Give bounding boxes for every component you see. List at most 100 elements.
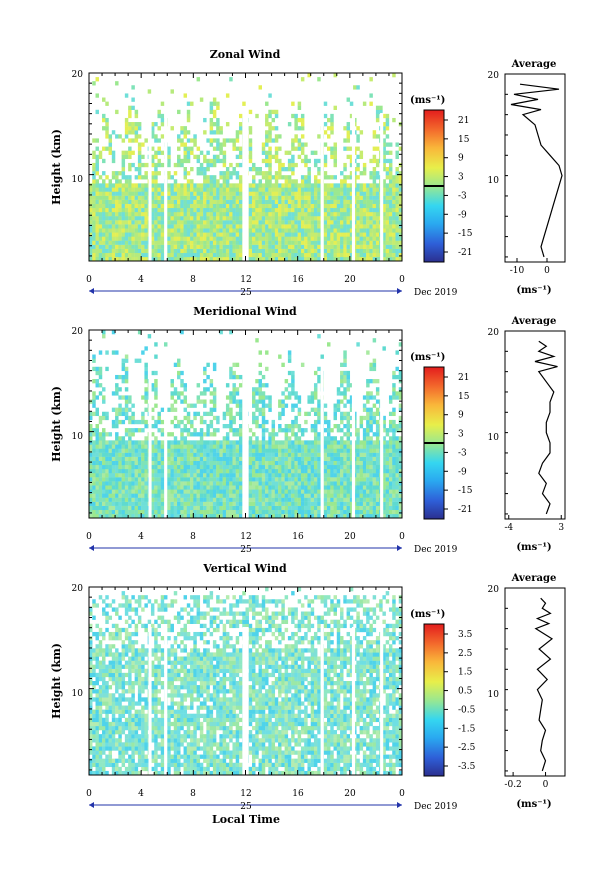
heatmap-cell	[229, 509, 233, 515]
heatmap-cell	[124, 456, 129, 461]
heatmap-cell	[108, 146, 113, 151]
heatmap-cell	[203, 411, 207, 417]
heatmap-cell	[359, 154, 364, 160]
heatmap-cell	[317, 374, 321, 380]
heatmap-cell	[307, 501, 311, 506]
heatmap-cell	[150, 134, 155, 139]
heatmap-cell	[222, 424, 227, 429]
heatmap-cell	[359, 485, 364, 490]
heatmap-cell	[304, 199, 308, 204]
heatmap-cell	[356, 248, 360, 254]
heatmap-cell	[278, 505, 282, 511]
heatmap-cell	[398, 211, 403, 217]
heatmap-cell	[359, 509, 364, 515]
heatmap-cell	[238, 456, 243, 461]
heatmap-cell	[235, 456, 240, 461]
heatmap-cell	[271, 505, 276, 511]
heatmap-cell	[180, 252, 184, 258]
heatmap-cell	[186, 456, 191, 461]
heatmap-cell	[124, 154, 129, 160]
heatmap-cell	[255, 456, 259, 461]
heatmap-cell	[238, 477, 243, 482]
heatmap-cell	[304, 460, 308, 466]
heatmap-cell	[252, 387, 256, 392]
heatmap-cell	[190, 167, 194, 172]
heatmap-cell	[167, 199, 171, 204]
heatmap-cell	[258, 448, 262, 453]
heatmap-cell	[304, 191, 308, 196]
heatmap-cell	[219, 191, 223, 196]
heatmap-cell	[177, 211, 181, 217]
heatmap-cell	[193, 244, 197, 249]
heatmap-cell	[144, 232, 148, 237]
heatmap-cell	[229, 477, 233, 482]
heatmap-cell	[366, 501, 370, 506]
heatmap-cell	[281, 256, 285, 262]
heatmap-cell	[160, 481, 165, 486]
heatmap-cell	[362, 224, 367, 229]
heatmap-cell	[291, 379, 295, 384]
heatmap-cell	[281, 199, 285, 204]
heatmap-cell	[300, 142, 305, 147]
heatmap-cell	[307, 248, 311, 254]
heatmap-cell	[343, 236, 347, 241]
heatmap-cell	[128, 419, 132, 425]
heatmap-cell	[124, 432, 129, 437]
heatmap-cell	[281, 411, 285, 417]
heatmap-cell	[206, 240, 210, 245]
heatmap-cell	[261, 187, 266, 192]
heatmap-cell	[98, 460, 103, 466]
heatmap-cell	[186, 485, 191, 490]
heatmap-cell	[121, 436, 126, 441]
heatmap-cell	[177, 481, 181, 486]
heatmap-cell	[278, 513, 282, 519]
heatmap-cell	[274, 150, 279, 155]
heatmap-cell	[108, 444, 113, 449]
heatmap-cell	[108, 485, 113, 490]
heatmap-cell	[141, 142, 145, 147]
heatmap-cell	[229, 207, 233, 213]
heatmap-cell	[330, 501, 334, 506]
heatmap-cell	[268, 236, 272, 241]
heatmap-cell	[209, 460, 214, 466]
heatmap-cell	[238, 187, 243, 192]
heatmap-cell	[124, 117, 129, 123]
heatmap-cell	[232, 216, 236, 221]
heatmap-cell	[111, 248, 116, 254]
heatmap-cell	[287, 436, 292, 441]
data-gap	[242, 113, 246, 261]
heatmap-cell	[362, 395, 367, 400]
heatmap-cell	[395, 252, 399, 258]
heatmap-cell	[115, 489, 119, 494]
heatmap-cell	[323, 199, 328, 204]
heatmap-cell	[382, 130, 386, 135]
heatmap-cell	[118, 493, 122, 498]
heatmap-cell	[199, 183, 204, 188]
heatmap-cell	[330, 509, 334, 515]
panel-title: Meridional Wind	[193, 305, 297, 318]
heatmap-cell	[330, 211, 334, 217]
heatmap-cell	[111, 489, 116, 494]
heatmap-cell	[157, 460, 161, 466]
heatmap-cell	[265, 509, 269, 515]
heatmap-cell	[95, 138, 99, 143]
heatmap-cell	[284, 432, 289, 437]
heatmap-cell	[232, 191, 236, 196]
heatmap-cell	[268, 126, 272, 131]
heatmap-cell	[190, 403, 194, 408]
heatmap-cell	[102, 468, 106, 474]
heatmap-cell	[300, 228, 305, 233]
heatmap-cell	[134, 207, 139, 213]
heatmap-cell	[102, 171, 106, 176]
heatmap-cell	[366, 211, 370, 217]
heatmap-cell	[219, 330, 223, 335]
heatmap-cell	[274, 505, 279, 511]
heatmap-cell	[193, 224, 197, 229]
heatmap-cell	[177, 240, 181, 245]
heatmap-cell	[186, 146, 191, 151]
heatmap-cell	[349, 407, 354, 412]
heatmap-cell	[98, 370, 103, 376]
heatmap-cell	[238, 481, 243, 486]
heatmap-cell	[336, 407, 341, 412]
heatmap-cell	[105, 130, 109, 135]
